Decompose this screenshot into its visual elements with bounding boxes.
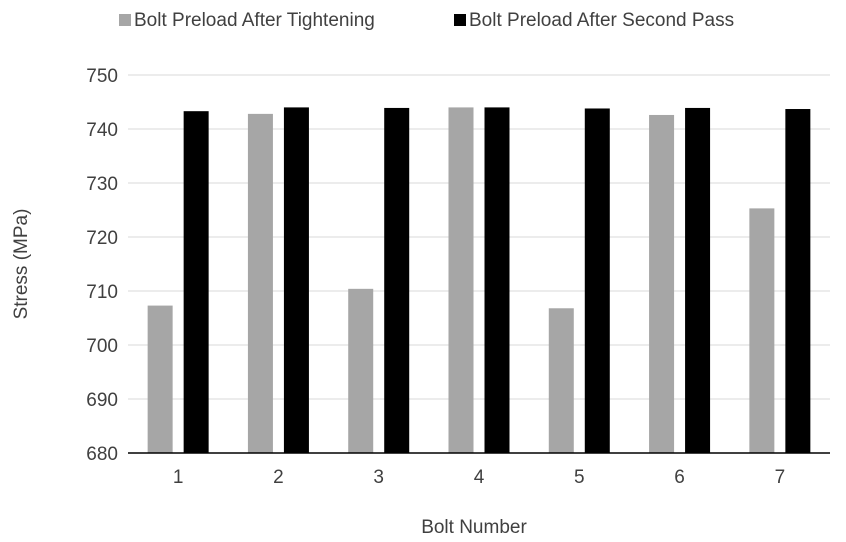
y-tick-label: 710 — [86, 282, 118, 303]
bars — [147, 107, 811, 454]
x-tick-label: 4 — [474, 467, 485, 488]
x-tick-label: 6 — [674, 467, 685, 488]
y-tick-label: 720 — [86, 228, 118, 249]
bar-after-tightening-6 — [649, 114, 675, 454]
bar-after-tightening-2 — [247, 113, 273, 453]
legend-swatch — [454, 14, 466, 26]
bar-after-second-pass-7 — [785, 109, 811, 454]
legend-item: Bolt Preload After Second Pass — [454, 10, 734, 31]
bar-after-second-pass-1 — [183, 111, 209, 454]
bar-after-second-pass-4 — [484, 107, 510, 454]
x-tick-label: 1 — [173, 467, 184, 488]
legend-label: Bolt Preload After Second Pass — [469, 10, 734, 31]
gridlines — [128, 74, 830, 400]
legend-label: Bolt Preload After Tightening — [134, 10, 375, 31]
x-axis-ticks: 1 2 3 4 5 6 7 — [173, 467, 785, 488]
bar-after-second-pass-6 — [685, 107, 711, 453]
bar-after-second-pass-5 — [584, 108, 610, 453]
bar-after-second-pass-3 — [384, 107, 410, 453]
bar-after-tightening-7 — [749, 208, 775, 453]
bar-after-tightening-4 — [448, 107, 474, 454]
y-axis-ticks: 680 690 700 710 720 730 740 750 — [86, 66, 118, 465]
y-axis-title: Stress (MPa) — [11, 209, 32, 320]
bar-after-tightening-3 — [348, 288, 374, 453]
x-tick-label: 2 — [273, 467, 284, 488]
y-tick-label: 740 — [86, 120, 118, 141]
y-tick-label: 690 — [86, 390, 118, 411]
bar-after-tightening-1 — [147, 305, 173, 453]
legend-swatch — [119, 14, 131, 26]
y-tick-label: 750 — [86, 66, 118, 87]
legend-item: Bolt Preload After Tightening — [119, 10, 375, 31]
legend: Bolt Preload After Tightening Bolt Preloa… — [119, 10, 734, 31]
bar-after-tightening-5 — [548, 308, 574, 453]
y-tick-label: 680 — [86, 444, 118, 465]
x-tick-label: 5 — [574, 467, 585, 488]
y-tick-label: 700 — [86, 336, 118, 357]
bar-after-second-pass-2 — [283, 107, 309, 454]
x-tick-label: 7 — [775, 467, 786, 488]
x-tick-label: 3 — [373, 467, 384, 488]
x-axis-title: Bolt Number — [421, 517, 527, 538]
y-tick-label: 730 — [86, 174, 118, 195]
